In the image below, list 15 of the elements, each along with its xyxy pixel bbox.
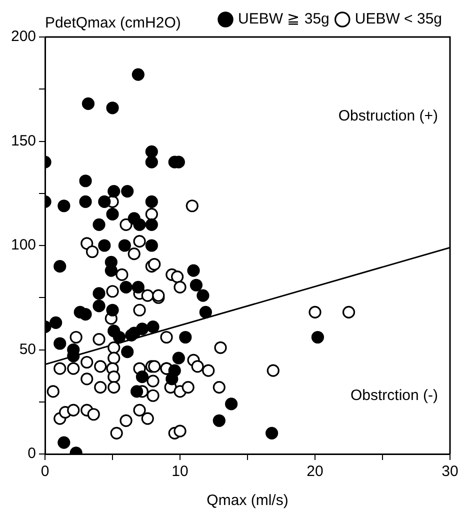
y-tick-label: 100 bbox=[10, 236, 36, 254]
y-tick-label: 200 bbox=[10, 28, 36, 46]
legend-label: UEBW ≧ 35g bbox=[238, 10, 330, 28]
x-tick-label: 20 bbox=[306, 463, 324, 480]
x-tick-label: 30 bbox=[442, 463, 458, 480]
annotation: Obstruction (+) bbox=[338, 107, 438, 124]
y-tick-label: 150 bbox=[10, 132, 36, 150]
y-axis-title: PdetQmax (cmH2O) bbox=[45, 14, 181, 32]
x-tick-label: 10 bbox=[172, 463, 188, 480]
x-tick-label: 0 bbox=[40, 463, 50, 480]
annotation: Obstrction (-) bbox=[350, 386, 438, 404]
y-tick-label: 0 bbox=[28, 445, 36, 462]
legend-label: UEBW < 35g bbox=[354, 10, 442, 28]
y-tick-label: 50 bbox=[19, 340, 36, 358]
x-axis-title: Qmax (ml/s) bbox=[206, 492, 288, 510]
